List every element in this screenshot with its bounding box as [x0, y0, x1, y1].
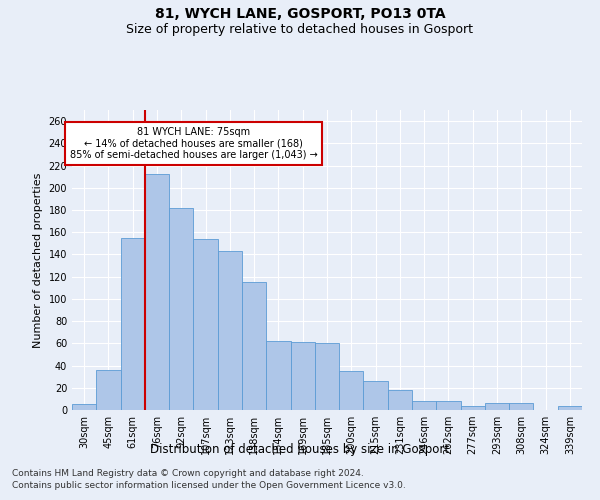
- Text: Contains HM Land Registry data © Crown copyright and database right 2024.: Contains HM Land Registry data © Crown c…: [12, 468, 364, 477]
- Text: Distribution of detached houses by size in Gosport: Distribution of detached houses by size …: [151, 442, 449, 456]
- Bar: [412, 401, 436, 410]
- Bar: [558, 406, 582, 410]
- Text: Contains public sector information licensed under the Open Government Licence v3: Contains public sector information licen…: [12, 481, 406, 490]
- Bar: [242, 282, 266, 410]
- Bar: [436, 401, 461, 410]
- Text: 81 WYCH LANE: 75sqm
← 14% of detached houses are smaller (168)
85% of semi-detac: 81 WYCH LANE: 75sqm ← 14% of detached ho…: [70, 126, 317, 160]
- Bar: [121, 238, 145, 410]
- Bar: [290, 342, 315, 410]
- Y-axis label: Number of detached properties: Number of detached properties: [33, 172, 43, 348]
- Bar: [485, 404, 509, 410]
- Bar: [96, 370, 121, 410]
- Bar: [461, 406, 485, 410]
- Bar: [315, 344, 339, 410]
- Text: Size of property relative to detached houses in Gosport: Size of property relative to detached ho…: [127, 22, 473, 36]
- Text: 81, WYCH LANE, GOSPORT, PO13 0TA: 81, WYCH LANE, GOSPORT, PO13 0TA: [155, 8, 445, 22]
- Bar: [339, 371, 364, 410]
- Bar: [388, 390, 412, 410]
- Bar: [509, 404, 533, 410]
- Bar: [169, 208, 193, 410]
- Bar: [266, 341, 290, 410]
- Bar: [193, 239, 218, 410]
- Bar: [218, 251, 242, 410]
- Bar: [145, 174, 169, 410]
- Bar: [72, 404, 96, 410]
- Bar: [364, 381, 388, 410]
